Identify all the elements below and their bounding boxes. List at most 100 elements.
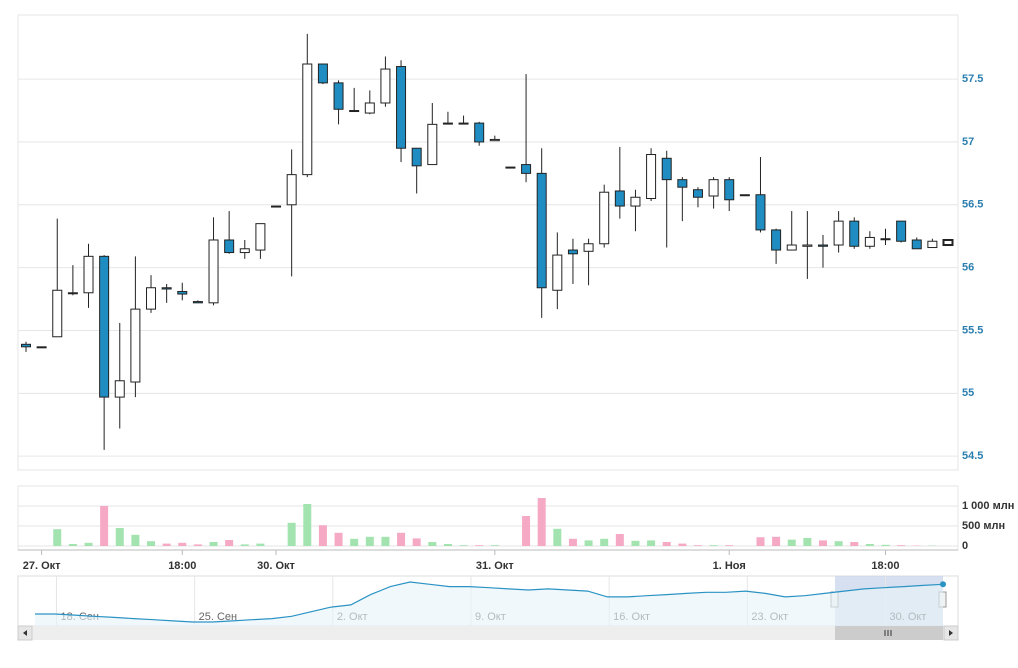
volume-bar — [850, 542, 858, 546]
candle-body — [459, 123, 468, 124]
candle-body — [256, 224, 265, 250]
volume-bar — [319, 525, 327, 546]
candle-body — [131, 309, 140, 382]
candle-body — [834, 221, 843, 245]
candle-body — [506, 167, 515, 168]
candle-body — [631, 197, 640, 206]
volume-bar — [381, 537, 389, 546]
volume-bar — [397, 533, 405, 546]
candle-body — [944, 240, 953, 245]
volume-bar — [225, 540, 233, 546]
volume-bar — [491, 545, 499, 546]
candle-body — [22, 344, 31, 347]
candle-body — [178, 292, 187, 295]
candle-body — [443, 123, 452, 124]
scrollbar-thumb[interactable] — [835, 626, 943, 640]
candle-body — [428, 124, 437, 164]
candle-body — [662, 158, 671, 179]
volume-bar — [69, 544, 77, 546]
candle-body — [162, 288, 171, 289]
candle-body — [193, 302, 202, 303]
candle-body — [678, 180, 687, 188]
volume-bar — [710, 545, 718, 546]
volume-bar — [178, 543, 186, 546]
candle-body — [740, 195, 749, 196]
volume-tick-label: 1 000 млн — [962, 500, 1014, 512]
volume-bar — [616, 534, 624, 546]
y-tick-label: 57 — [962, 136, 974, 148]
volume-bar — [163, 544, 171, 546]
x-tick-label: 1. Ноя — [713, 560, 746, 572]
candle-body — [37, 347, 46, 348]
volume-bar — [600, 539, 608, 546]
volume-plot — [18, 486, 958, 550]
volume-bar — [256, 544, 264, 546]
candle-body — [100, 256, 109, 397]
candle-body — [272, 206, 281, 207]
candle-body — [725, 180, 734, 200]
candle-body — [490, 139, 499, 140]
volume-bar — [725, 545, 733, 546]
volume-bar — [303, 504, 311, 546]
candle-body — [584, 244, 593, 252]
volume-bar — [756, 537, 764, 546]
volume-bar — [647, 540, 655, 546]
volume-tick-label: 500 млн — [962, 520, 1005, 532]
volume-bar — [538, 498, 546, 546]
candle-body — [225, 240, 234, 253]
candle-body — [568, 250, 577, 254]
volume-bar — [288, 523, 296, 546]
candle-body — [553, 255, 562, 290]
y-tick-label: 54.5 — [962, 450, 983, 462]
y-tick-label: 55.5 — [962, 324, 983, 336]
candle-body — [881, 239, 890, 240]
volume-bar — [553, 529, 561, 546]
candle-body — [537, 173, 546, 287]
volume-bar — [772, 537, 780, 546]
volume-bar — [194, 544, 202, 546]
volume-bar — [803, 538, 811, 546]
y-tick-label: 56.5 — [962, 199, 983, 211]
candle-body — [240, 249, 249, 253]
candle-body — [209, 240, 218, 303]
volume-bar — [678, 544, 686, 546]
volume-tick-label: 0 — [962, 540, 968, 552]
volume-bar — [413, 538, 421, 546]
candle-body — [787, 245, 796, 250]
candle-body — [318, 64, 327, 83]
y-tick-label: 56 — [962, 262, 974, 274]
candle-body — [68, 293, 77, 294]
candle-body — [647, 155, 656, 199]
candle-body — [928, 241, 937, 247]
volume-bar — [631, 541, 639, 546]
scrollbar-track[interactable] — [18, 626, 958, 640]
candle-body — [53, 290, 62, 337]
candle-body — [381, 69, 390, 103]
candle-body — [693, 190, 702, 198]
x-tick-label: 31. Окт — [476, 560, 514, 572]
volume-bar — [569, 539, 577, 546]
volume-bar — [694, 545, 702, 546]
volume-bar — [147, 541, 155, 546]
volume-bar — [866, 544, 874, 546]
y-tick-label: 55 — [962, 387, 974, 399]
candle-body — [522, 165, 531, 174]
candle-body — [334, 83, 343, 109]
candle-body — [772, 230, 781, 250]
candle-body — [865, 237, 874, 246]
candle-body — [412, 148, 421, 166]
volume-bar — [131, 535, 139, 546]
navigator-end — [940, 581, 946, 587]
candle-body — [475, 123, 484, 142]
volume-bar — [85, 543, 93, 546]
x-tick-label: 18:00 — [871, 560, 899, 572]
x-tick-label: 30. Окт — [257, 560, 295, 572]
volume-bar — [335, 533, 343, 546]
volume-bar — [585, 540, 593, 546]
volume-bar — [116, 528, 124, 546]
candle-body — [115, 381, 124, 397]
volume-bar — [460, 545, 468, 546]
candle-body — [850, 221, 859, 246]
candle-body — [84, 256, 93, 292]
candle-body — [147, 288, 156, 309]
